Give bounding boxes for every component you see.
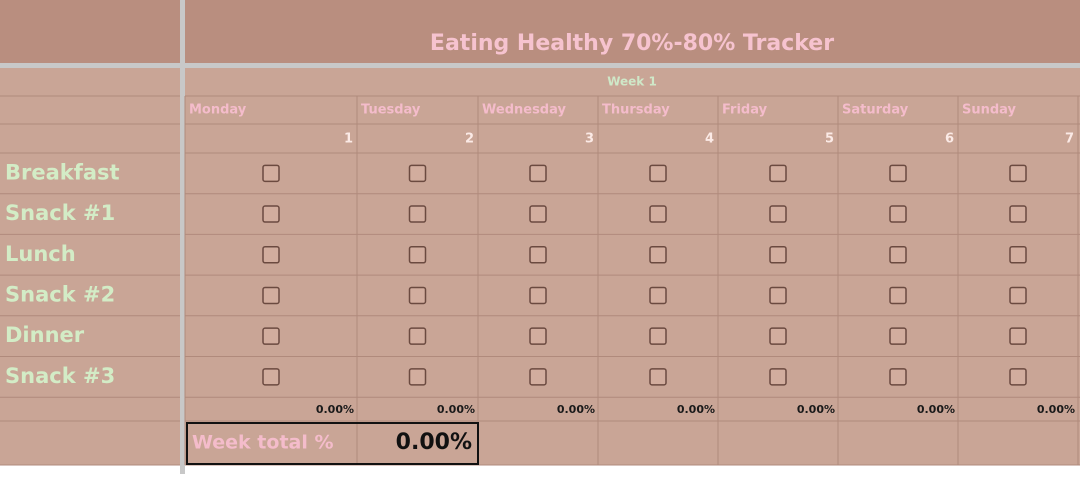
day-number: 2 (465, 132, 474, 147)
day-number: 7 (1065, 132, 1074, 147)
frozen-column-divider (180, 0, 185, 474)
checkbox[interactable] (1009, 368, 1027, 386)
daily-percentage: 0.00% (797, 403, 835, 416)
daily-percentage: 0.00% (677, 403, 715, 416)
checkbox[interactable] (529, 368, 547, 386)
day-number: 1 (344, 132, 353, 147)
week-label: Week 1 (607, 75, 657, 89)
day-name: Sunday (962, 103, 1017, 118)
checkbox[interactable] (262, 164, 280, 183)
daily-percentage: 0.00% (316, 403, 354, 416)
checkbox[interactable] (1009, 327, 1027, 345)
meal-label: Breakfast (5, 160, 120, 184)
checkbox[interactable] (408, 164, 427, 183)
week-total-label: Week total % (192, 432, 334, 454)
checkbox[interactable] (262, 368, 280, 386)
day-name: Tuesday (361, 103, 421, 118)
checkbox[interactable] (769, 205, 787, 223)
checkbox[interactable] (1009, 164, 1027, 183)
checkbox[interactable] (769, 286, 787, 305)
checkbox[interactable] (889, 327, 907, 345)
checkbox[interactable] (649, 246, 667, 264)
day-name: Friday (722, 103, 768, 118)
checkbox[interactable] (529, 246, 547, 264)
checkbox[interactable] (408, 246, 427, 264)
checkbox[interactable] (408, 205, 427, 223)
day-name: Monday (189, 103, 247, 118)
day-name: Thursday (602, 103, 670, 118)
day-number: 3 (585, 132, 594, 147)
checkbox[interactable] (262, 327, 280, 345)
checkbox[interactable] (1009, 286, 1027, 305)
checkbox[interactable] (769, 246, 787, 264)
sheet-background (0, 0, 1080, 465)
checkbox[interactable] (529, 164, 547, 183)
checkbox[interactable] (889, 205, 907, 223)
checkbox[interactable] (649, 327, 667, 345)
checkbox[interactable] (262, 286, 280, 305)
meal-label: Snack #3 (5, 364, 115, 388)
meal-label: Snack #1 (5, 201, 115, 225)
week-total-value: 0.00% (396, 430, 472, 455)
checkbox[interactable] (1009, 205, 1027, 223)
meal-label: Dinner (5, 323, 85, 347)
day-name: Wednesday (482, 103, 566, 118)
checkbox[interactable] (769, 368, 787, 386)
checkbox[interactable] (408, 327, 427, 345)
daily-percentage: 0.00% (557, 403, 595, 416)
checkbox[interactable] (529, 205, 547, 223)
checkbox[interactable] (649, 286, 667, 305)
day-number: 4 (705, 132, 714, 147)
checkbox[interactable] (889, 246, 907, 264)
checkbox[interactable] (649, 205, 667, 223)
checkbox[interactable] (889, 164, 907, 183)
meal-label: Snack #2 (5, 282, 115, 306)
checkbox[interactable] (769, 164, 787, 183)
checkbox[interactable] (889, 368, 907, 386)
day-number: 5 (825, 132, 834, 147)
daily-percentage: 0.00% (917, 403, 955, 416)
daily-percentage: 0.00% (437, 403, 475, 416)
checkbox[interactable] (649, 368, 667, 386)
checkbox[interactable] (529, 327, 547, 345)
tracker-title: Eating Healthy 70%-80% Tracker (430, 31, 834, 56)
checkbox[interactable] (262, 246, 280, 264)
checkbox[interactable] (769, 327, 787, 345)
checkbox[interactable] (408, 286, 427, 305)
checkbox[interactable] (262, 205, 280, 223)
checkbox[interactable] (889, 286, 907, 305)
meal-label: Lunch (5, 242, 76, 266)
checkbox[interactable] (408, 368, 427, 386)
day-number: 6 (945, 132, 954, 147)
frozen-row-divider (0, 63, 1080, 68)
day-name: Saturday (842, 103, 909, 118)
checkbox[interactable] (649, 164, 667, 183)
checkbox[interactable] (1009, 246, 1027, 264)
checkbox[interactable] (529, 286, 547, 305)
daily-percentage: 0.00% (1037, 403, 1075, 416)
week-total-box (186, 422, 479, 465)
